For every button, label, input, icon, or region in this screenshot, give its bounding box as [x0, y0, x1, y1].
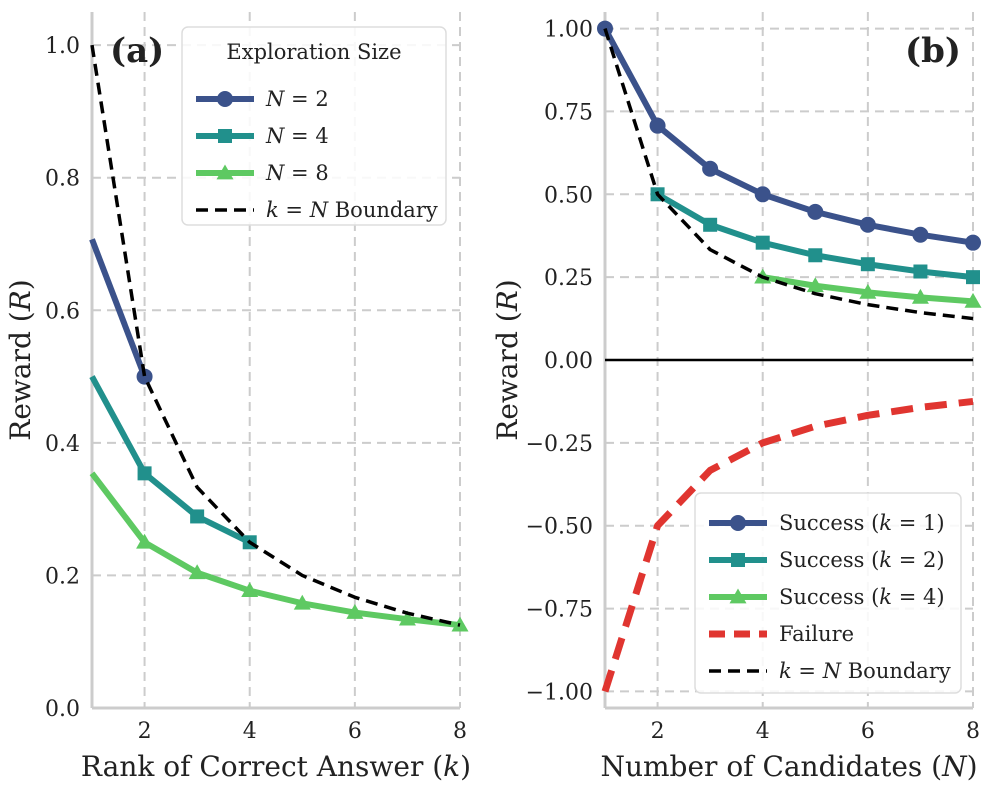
y-tick-label: 0.50: [544, 183, 593, 208]
legend: Success (k = 1) Success (k = 2) Success (k…: [694, 492, 962, 694]
data-point: [703, 217, 718, 232]
data-point: [188, 564, 206, 580]
x-axis-label: Rank of Correct Answer (k): [81, 750, 471, 783]
y-tick-label: −0.50: [526, 515, 593, 540]
legend-item: k = N Boundary: [196, 198, 438, 222]
data-point: [136, 533, 154, 549]
x-tick-label: 4: [243, 719, 257, 744]
legend-label: Success (k = 2): [779, 548, 945, 572]
data-point: [964, 292, 982, 308]
legend: Exploration Size N = 2 N = 4 N = 8 k = N Bou…: [181, 26, 447, 226]
data-point: [293, 594, 311, 610]
chart-panel-a: 2 4 6 8 0.0 0.2 0.4 0.6 0.8 1.0 Rank of Correct An…: [4, 12, 471, 783]
data-point: [860, 257, 875, 272]
series-line: [602, 27, 974, 246]
y-tick-label: 0.2: [45, 564, 80, 589]
y-tick-label: 0.6: [45, 299, 80, 324]
legend-label: k = N Boundary: [266, 198, 438, 222]
legend-label: N = 8: [265, 161, 329, 185]
y-tick-label: 0.00: [544, 349, 593, 374]
data-point: [965, 234, 981, 251]
y-tick-label: 0.25: [544, 266, 593, 291]
data-point: [649, 117, 666, 134]
x-tick-label: 2: [651, 719, 665, 744]
series-group: [89, 44, 469, 632]
legend-label: N = 2: [265, 87, 329, 111]
legend-marker: [731, 553, 745, 567]
data-point: [137, 466, 152, 481]
data-point: [807, 203, 824, 220]
legend-item: N = 4: [196, 124, 329, 148]
data-point: [241, 582, 259, 598]
data-point: [911, 288, 929, 304]
legend-title: Exploration Size: [226, 40, 401, 64]
legend-frame: [694, 492, 962, 694]
legend-marker: [730, 515, 746, 531]
data-point: [702, 160, 719, 177]
data-point: [346, 604, 364, 619]
x-tick-label: 8: [453, 719, 467, 744]
legend-item: k = N Boundary: [709, 659, 951, 683]
legend-item: Success (k = 2): [709, 548, 945, 572]
legend-label: k = N Boundary: [779, 659, 951, 683]
legend-item: Failure: [709, 622, 854, 646]
y-tick-label: 1.00: [544, 18, 593, 43]
legend-item: Success (k = 4): [709, 585, 945, 609]
series-line: [89, 471, 461, 629]
panel-label: (a): [110, 31, 164, 71]
legend-marker: [217, 91, 233, 107]
data-point: [859, 216, 876, 233]
y-tick-label: −1.00: [526, 680, 593, 705]
legend-item: Success (k = 1): [709, 511, 945, 535]
legend-marker: [216, 164, 234, 180]
data-point: [755, 235, 770, 250]
data-point: [806, 277, 824, 293]
legend-item: N = 8: [196, 161, 329, 185]
data-point: [913, 264, 928, 279]
data-point: [754, 186, 771, 203]
x-tick-label: 8: [966, 719, 980, 744]
panel-label: (b): [905, 31, 961, 71]
y-axis-label: Reward (R): [491, 279, 524, 440]
series-line: [603, 28, 974, 321]
legend-item: N = 2: [196, 87, 329, 111]
data-point: [912, 226, 929, 243]
legend-label: N = 4: [265, 124, 329, 148]
data-point: [808, 248, 823, 263]
data-point: [859, 283, 877, 299]
x-tick-label: 6: [861, 719, 875, 744]
data-point: [190, 509, 205, 524]
y-axis-label: Reward (R): [4, 279, 37, 440]
series-group: [597, 20, 982, 693]
data-point: [966, 270, 980, 285]
legend-label: Success (k = 4): [779, 585, 945, 609]
y-tick-label: 1.0: [45, 34, 80, 59]
y-tick-label: −0.25: [526, 432, 593, 457]
series-line: [89, 238, 148, 378]
y-tick-label: 0.0: [45, 697, 80, 722]
legend-marker: [218, 129, 232, 143]
x-axis-label: Number of Candidates (N): [600, 750, 977, 783]
series-line: [601, 397, 974, 693]
chart-panel-b: 2 4 6 8 −1.00 −0.75 −0.50 −0.25 0.00 0.25 0.50 0.75…: [491, 12, 982, 783]
data-point: [398, 610, 416, 626]
x-tick-label: 2: [138, 719, 152, 744]
y-tick-label: 0.4: [45, 432, 80, 457]
series-line: [89, 375, 252, 545]
y-tick-label: −0.75: [526, 598, 593, 623]
legend-label: Failure: [779, 622, 854, 646]
legend-label: Success (k = 1): [779, 511, 945, 535]
legend-marker: [729, 588, 747, 604]
x-tick-label: 6: [348, 719, 362, 744]
y-tick-label: 0.8: [45, 167, 80, 192]
x-tick-label: 4: [756, 719, 770, 744]
y-tick-label: 0.75: [544, 100, 593, 125]
